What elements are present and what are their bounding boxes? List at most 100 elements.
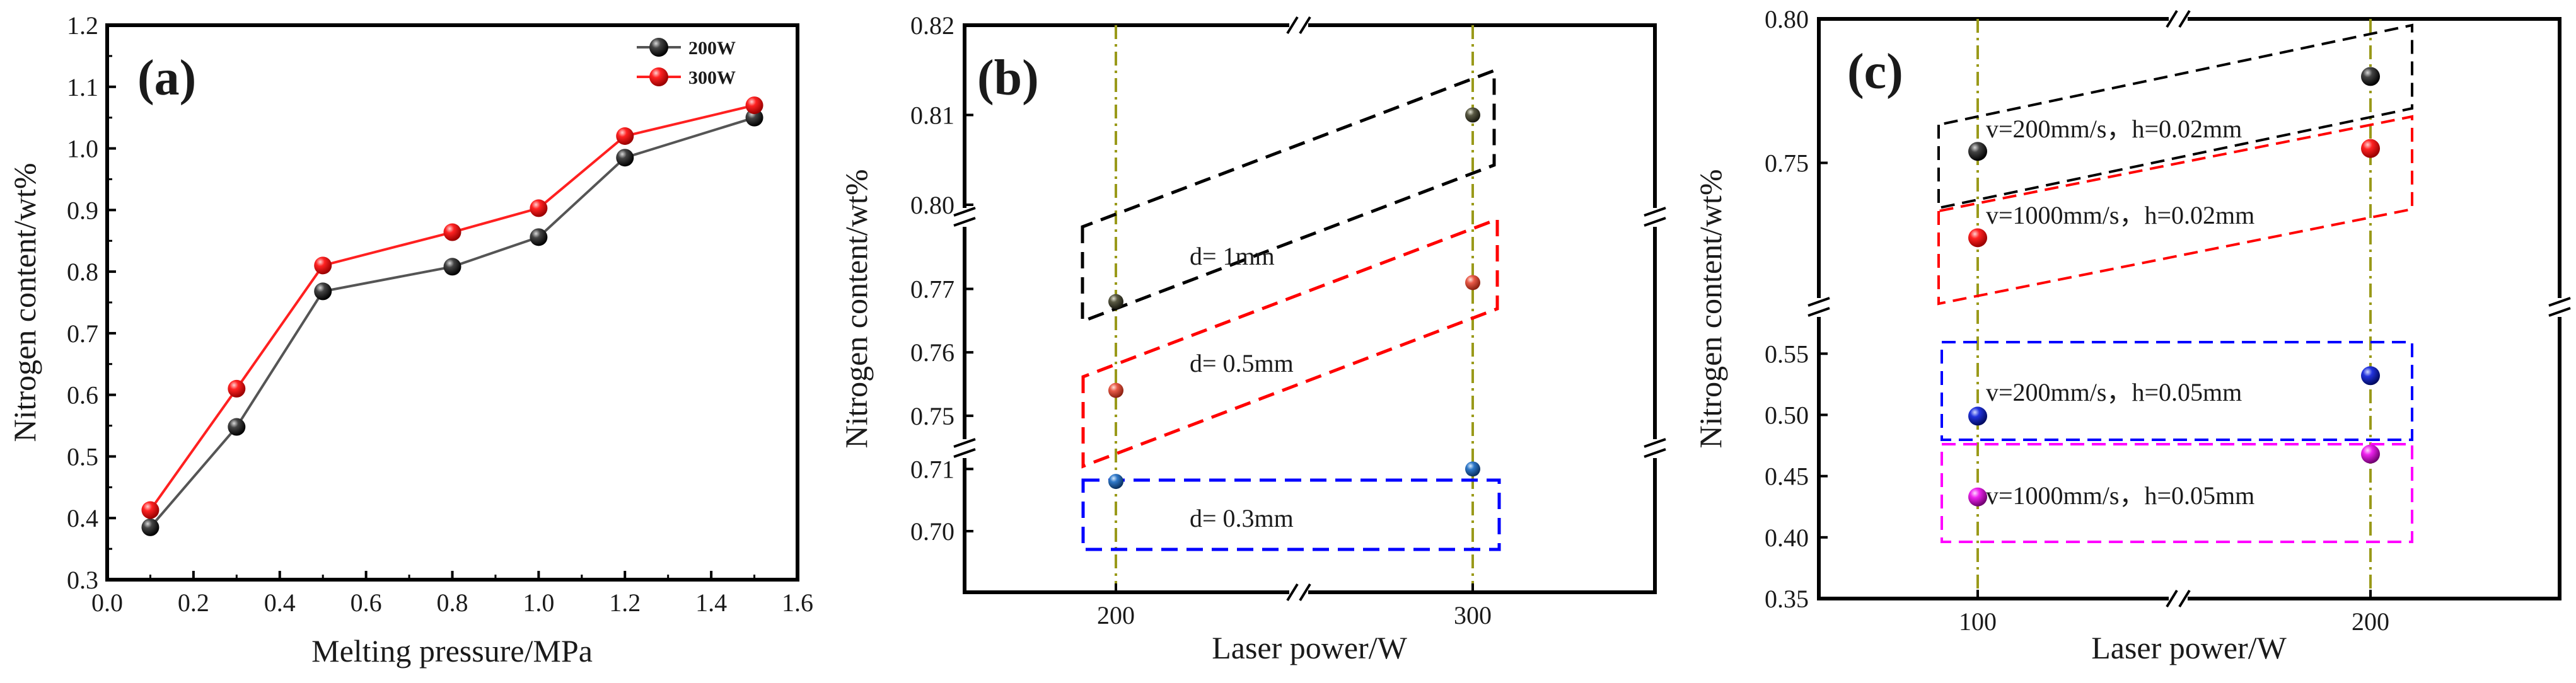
- b-ytick-label: 0.77: [910, 275, 954, 304]
- panel-c-frame: [1817, 17, 2561, 600]
- a-point-300W: [314, 256, 332, 275]
- a-ytick-label: 1.1: [67, 73, 98, 101]
- panel-b-y-break-left-lower: [953, 438, 976, 458]
- b-ytick-label: 0.70: [910, 517, 954, 546]
- a-xtick-label: 0.8: [437, 588, 468, 617]
- annotation-v200-h005: v=200mm/s，h=0.05mm: [1986, 378, 2242, 406]
- b-ytick-label: 0.71: [910, 455, 954, 483]
- a-xtick-label: 0.2: [178, 588, 209, 617]
- annotation-d-0.5mm: d= 0.5mm: [1190, 349, 1294, 377]
- panel-a: 0.0 0.2 0.4 0.6 0.8 1.0 1.2 1.4 1.6 0.3 0.4 0.5 0.6…: [7, 11, 813, 669]
- a-xtick-label: 1.4: [695, 588, 727, 617]
- panel-b-y-break-right-lower: [1644, 438, 1666, 458]
- panel-b-x-break-bottom: [1286, 583, 1311, 602]
- panel-a-label: (a): [137, 50, 196, 106]
- c-ytick-label: 0.75: [1765, 149, 1809, 178]
- a-series-line-200W: [149, 116, 755, 529]
- a-point-200W: [616, 149, 634, 167]
- panel-b-y-break-right-upper: [1644, 207, 1666, 227]
- a-point-200W: [314, 282, 332, 301]
- a-ytick-label: 0.6: [67, 381, 98, 410]
- c-ytick-label: 0.80: [1765, 5, 1809, 33]
- box-d-1mm: [1081, 68, 1496, 324]
- b-point-1: [1465, 107, 1480, 123]
- box-d-0.5mm: [1081, 217, 1499, 469]
- a-ytick-label: 0.8: [67, 258, 98, 286]
- panel-a-frame: [105, 23, 799, 582]
- b-xtick-label: 200: [1097, 601, 1135, 629]
- annotation-v200-h002: v=200mm/s，h=0.02mm: [1986, 115, 2242, 143]
- a-xtick-label: 0.6: [351, 588, 382, 617]
- panel-b-ylabel: Nitrogen content/wt%: [838, 169, 874, 449]
- a-point-300W: [141, 501, 160, 519]
- a-xtick-label: 1.6: [782, 588, 813, 617]
- panel-c: 0.35 0.40 0.45 0.50 0.55 0.75 0.80 100 200 v=20…: [1693, 5, 2571, 665]
- panel-c-ylabel: Nitrogen content/wt%: [1693, 169, 1728, 449]
- panel-b-x-break-top: [1286, 16, 1311, 35]
- panel-a-ylabel: Nitrogen content/wt%: [7, 163, 42, 442]
- a-xtick-label: 0.4: [264, 588, 296, 617]
- c-xtick-label: 200: [2352, 607, 2389, 636]
- panel-b-y-break-left-upper: [953, 207, 976, 227]
- a-point-200W: [141, 518, 160, 536]
- a-ytick-label: 1.2: [67, 11, 98, 40]
- a-ytick-label: 1.0: [67, 135, 98, 163]
- panel-a-xlabel: Melting pressure/MPa: [311, 633, 593, 669]
- a-point-200W: [745, 108, 763, 127]
- annotation-d-1mm: d= 1mm: [1190, 242, 1275, 270]
- box-v1000-h005: [1941, 443, 2413, 543]
- annotation-d-0.3mm: d= 0.3mm: [1190, 504, 1294, 532]
- a-xtick-label: 0.0: [91, 588, 123, 617]
- b-ytick-label: 0.80: [910, 191, 954, 219]
- a-point-300W: [530, 199, 548, 217]
- c-point-4: [1968, 487, 1987, 507]
- panel-c-y-break-left: [1807, 297, 1830, 317]
- a-ytick-label: 0.7: [67, 319, 98, 348]
- b-point-3: [1465, 461, 1480, 477]
- b-point-2: [1108, 382, 1123, 398]
- a-xtick-label: 1.2: [609, 588, 641, 617]
- a-point-200W: [228, 418, 246, 436]
- panel-b-xlabel: Laser power/W: [1212, 630, 1407, 665]
- b-ytick-label: 0.82: [910, 11, 954, 40]
- c-point-1: [1968, 142, 1987, 161]
- panel-c-y-break-right: [2548, 297, 2571, 317]
- a-ytick-label: 0.5: [67, 442, 98, 471]
- c-point-3: [1968, 406, 1987, 426]
- panel-c-x-break-top: [2166, 9, 2191, 28]
- a-ytick-label: 0.4: [67, 504, 98, 532]
- panel-c-label: (c): [1847, 44, 1903, 100]
- panel-b-label: (b): [977, 50, 1039, 106]
- box-v200-h002: [1937, 23, 2413, 210]
- b-xtick-label: 300: [1454, 601, 1492, 629]
- a-point-300W: [443, 223, 461, 241]
- a-point-300W: [228, 379, 246, 398]
- box-v200-h005: [1941, 341, 2413, 441]
- c-ytick-label: 0.45: [1765, 462, 1809, 491]
- c-ytick-label: 0.40: [1765, 524, 1809, 552]
- c-ytick-label: 0.35: [1765, 585, 1809, 613]
- panel-c-xlabel: Laser power/W: [2091, 630, 2287, 665]
- annotation-v1000-h005: v=1000mm/s，h=0.05mm: [1986, 481, 2254, 510]
- a-xtick-label: 1.0: [523, 588, 554, 617]
- legend-label-300w: 300W: [688, 67, 736, 88]
- a-point-300W: [745, 96, 763, 115]
- box-d-0.3mm: [1081, 478, 1501, 551]
- b-ytick-label: 0.81: [910, 101, 954, 130]
- legend-marker-300w: [649, 67, 668, 86]
- a-ytick-label: 0.9: [67, 196, 98, 224]
- a-point-200W: [530, 228, 548, 246]
- c-point-2: [2361, 139, 2380, 158]
- b-point-2: [1465, 275, 1480, 290]
- b-ytick-label: 0.75: [910, 402, 954, 430]
- c-ytick-label: 0.55: [1765, 340, 1809, 368]
- c-point-1: [2361, 67, 2380, 86]
- c-xtick-label: 100: [1959, 607, 1997, 636]
- c-point-2: [1968, 228, 1987, 248]
- c-point-3: [2361, 366, 2380, 386]
- panel-b: 0.700.710.750.760.770.800.810.82 200 300 …: [838, 11, 1666, 665]
- panel-c-x-break-bottom: [2166, 589, 2191, 608]
- b-point-1: [1108, 294, 1123, 309]
